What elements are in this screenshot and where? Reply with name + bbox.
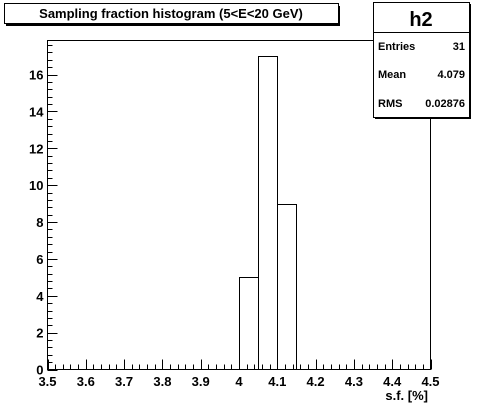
x-tick-label: 4.4 bbox=[383, 374, 402, 389]
y-axis: 0 2 4 6 8 10 12 14 16 bbox=[29, 45, 58, 378]
histogram-bin bbox=[239, 277, 259, 370]
stats-rms-value: 0.02876 bbox=[425, 98, 465, 110]
x-tick-label: 3.9 bbox=[192, 374, 210, 389]
y-tick-label: 6 bbox=[36, 252, 43, 267]
y-tick-label: 14 bbox=[29, 104, 44, 119]
x-tick-label: 4 bbox=[235, 374, 243, 389]
y-tick-label: 10 bbox=[29, 178, 43, 193]
histogram-bars bbox=[239, 56, 297, 370]
x-tick-label: 3.5 bbox=[38, 374, 56, 389]
chart-title: Sampling fraction histogram (5<E<20 GeV) bbox=[39, 6, 303, 21]
x-axis: 3.5 3.6 3.7 3.8 3.9 4 4.1 4.2 4.3 4.4 4.5 bbox=[38, 359, 440, 389]
y-tick-label: 4 bbox=[36, 289, 44, 304]
stats-entries-value: 31 bbox=[453, 41, 465, 53]
stats-mean-value: 4.079 bbox=[437, 69, 465, 81]
y-tick-label: 2 bbox=[36, 326, 43, 341]
y-tick-label: 12 bbox=[29, 141, 43, 156]
x-tick-label: 3.7 bbox=[115, 374, 133, 389]
x-tick-label: 4.2 bbox=[307, 374, 325, 389]
x-tick-label: 3.6 bbox=[77, 374, 95, 389]
stats-mean-label: Mean bbox=[378, 69, 406, 81]
stats-histogram-name: h2 bbox=[409, 9, 432, 31]
x-tick-label: 4.5 bbox=[421, 374, 439, 389]
y-tick-label: 16 bbox=[29, 68, 43, 83]
x-tick-label: 4.3 bbox=[345, 374, 363, 389]
x-tick-label: 4.1 bbox=[268, 374, 286, 389]
stats-entries-label: Entries bbox=[378, 41, 415, 53]
y-tick-label: 8 bbox=[36, 215, 43, 230]
y-tick-label: 0 bbox=[36, 363, 43, 378]
x-tick-label: 3.8 bbox=[153, 374, 171, 389]
histogram-bin bbox=[258, 56, 278, 370]
x-axis-label: s.f. [%] bbox=[385, 388, 428, 403]
stats-rms-label: RMS bbox=[378, 98, 402, 110]
stats-box bbox=[373, 2, 470, 118]
histogram-bin bbox=[277, 204, 297, 370]
title-box bbox=[4, 3, 339, 24]
